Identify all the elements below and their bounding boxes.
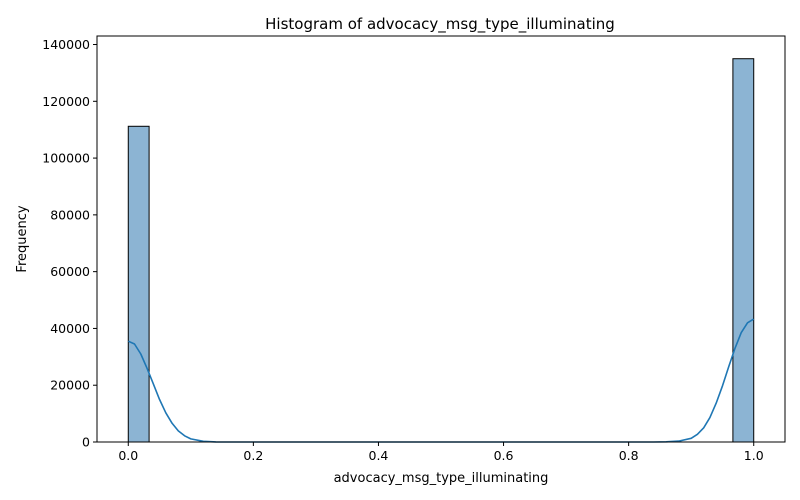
x-tick-label: 0.0 <box>118 448 138 463</box>
kde-curve <box>127 318 755 443</box>
x-axis-label: advocacy_msg_type_illuminating <box>334 471 549 486</box>
x-tick-label: 1.0 <box>744 448 764 463</box>
y-tick-label: 120000 <box>42 94 90 109</box>
histogram-bar-0 <box>127 125 150 443</box>
x-tick-label: 0.6 <box>494 448 514 463</box>
y-tick-label: 140000 <box>42 37 90 52</box>
y-tick-label: 100000 <box>42 151 90 166</box>
y-axis: 0 20000 40000 60000 80000 100000 120000 140000 <box>42 37 97 450</box>
y-tick-label: 60000 <box>50 264 90 279</box>
y-tick-label: 40000 <box>50 321 90 336</box>
y-tick-label: 20000 <box>50 378 90 393</box>
chart-title: Histogram of advocacy_msg_type_illuminat… <box>265 15 615 34</box>
plot-area <box>127 58 755 443</box>
x-tick-label: 0.4 <box>369 448 389 463</box>
y-axis-label: Frequency <box>15 205 30 272</box>
plot-frame <box>96 35 786 443</box>
x-tick-label: 0.8 <box>619 448 639 463</box>
x-tick-label: 0.2 <box>243 448 263 463</box>
y-tick-label: 0 <box>82 435 90 450</box>
histogram-bar-1 <box>732 58 755 443</box>
y-tick-label: 80000 <box>50 207 90 222</box>
x-axis: 0.0 0.2 0.4 0.6 0.8 1.0 <box>118 442 764 463</box>
